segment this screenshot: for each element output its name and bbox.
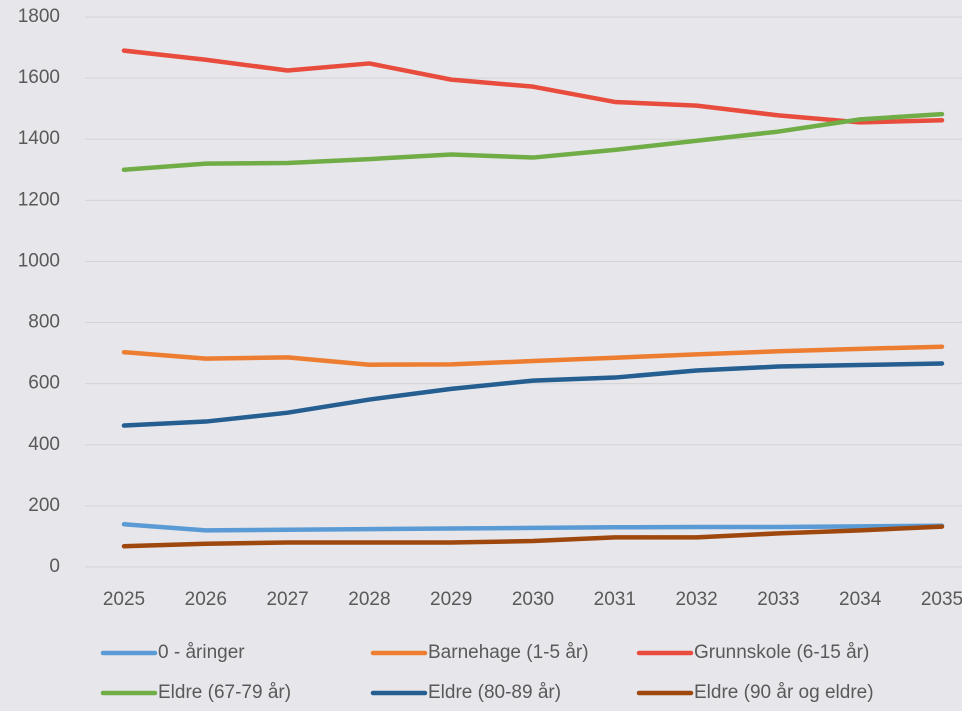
series-line — [121, 521, 945, 533]
y-tick-label: 800 — [28, 312, 60, 333]
legend-label: Eldre (67-79 år) — [158, 682, 291, 703]
y-tick-label: 1600 — [18, 67, 60, 88]
x-tick-label: 2030 — [512, 589, 554, 610]
y-tick-label: 1400 — [18, 128, 60, 149]
legend-label: Eldre (90 år og eldre) — [694, 682, 874, 703]
legend-label: Barnehage (1-5 år) — [428, 642, 589, 663]
y-tick-label: 1800 — [18, 6, 60, 27]
y-tick-label: 600 — [28, 373, 60, 394]
x-tick-label: 2031 — [594, 589, 636, 610]
x-tick-label: 2034 — [839, 589, 882, 610]
x-tick-label: 2028 — [348, 589, 390, 610]
series-line — [121, 344, 945, 367]
legend-label: 0 - åringer — [158, 642, 245, 663]
x-tick-label: 2035 — [921, 589, 962, 610]
x-tick-label: 2026 — [185, 589, 227, 610]
x-tick-label: 2025 — [103, 589, 145, 610]
x-tick-label: 2029 — [430, 589, 472, 610]
series-line — [121, 524, 945, 549]
x-tick-label: 2027 — [266, 589, 308, 610]
series-line — [121, 48, 945, 125]
legend-label: Eldre (80-89 år) — [428, 682, 561, 703]
x-tick-label: 2033 — [757, 589, 799, 610]
x-tick-label: 2032 — [675, 589, 717, 610]
y-tick-label: 1000 — [18, 250, 60, 271]
y-tick-label: 400 — [28, 434, 60, 455]
series-line — [121, 111, 945, 173]
y-tick-label: 200 — [28, 495, 60, 516]
y-tick-label: 1200 — [18, 189, 60, 210]
legend-label: Grunnskole (6-15 år) — [694, 642, 869, 663]
series-line — [121, 361, 945, 428]
y-tick-label: 0 — [49, 556, 60, 577]
